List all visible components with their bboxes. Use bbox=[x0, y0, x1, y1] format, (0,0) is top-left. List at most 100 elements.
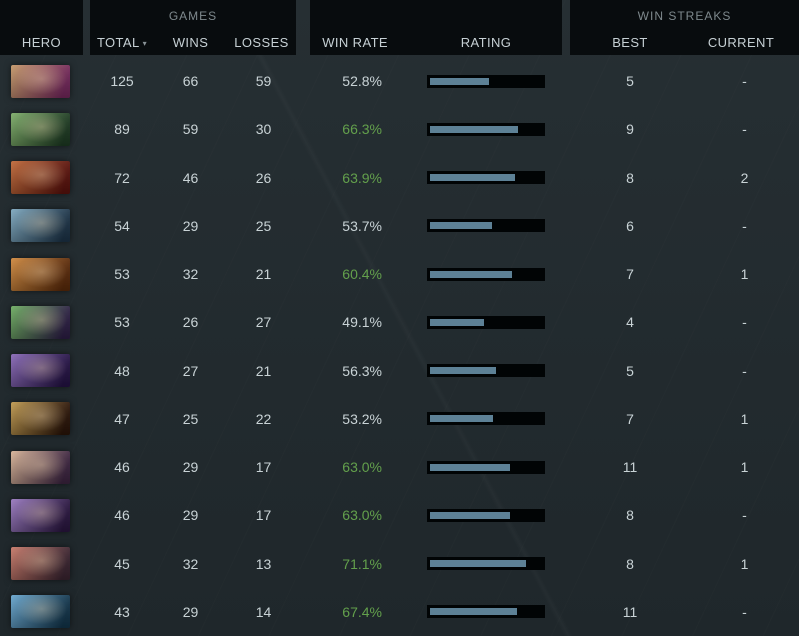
hero-cell[interactable] bbox=[0, 547, 90, 581]
wins-value: 32 bbox=[182, 266, 199, 283]
rating-cell bbox=[390, 460, 562, 474]
hero-cell[interactable] bbox=[0, 450, 90, 484]
wins-value: 25 bbox=[182, 410, 199, 427]
best-streak-value: 11 bbox=[622, 603, 638, 620]
table-row[interactable]: 43 29 14 67.4% 11 - bbox=[0, 588, 799, 636]
hero-portrait[interactable] bbox=[11, 209, 70, 243]
rating-bar bbox=[427, 219, 545, 233]
total-value: 46 bbox=[114, 459, 130, 476]
win-rate-value: 63.9% bbox=[342, 169, 382, 186]
hero-cell[interactable] bbox=[0, 64, 90, 98]
table-row[interactable]: 53 26 27 49.1% 4 - bbox=[0, 298, 799, 346]
table-row[interactable]: 89 59 30 66.3% 9 - bbox=[0, 105, 799, 153]
hero-portrait[interactable] bbox=[11, 161, 70, 195]
best-streak-value: 5 bbox=[626, 73, 634, 90]
best-streak-value: 7 bbox=[626, 266, 634, 283]
hero-portrait[interactable] bbox=[11, 305, 70, 339]
best-streak-value: 8 bbox=[626, 555, 634, 572]
table-row[interactable]: 72 46 26 63.9% 8 2 bbox=[0, 154, 799, 202]
hero-portrait[interactable] bbox=[11, 257, 70, 291]
rating-bar-fill bbox=[430, 608, 518, 616]
total-value: 48 bbox=[114, 362, 130, 379]
rating-bar bbox=[427, 267, 545, 281]
losses-value: 25 bbox=[255, 217, 272, 234]
hero-portrait[interactable] bbox=[11, 595, 70, 629]
column-header-wins[interactable]: WINS bbox=[172, 35, 209, 50]
hero-cell[interactable] bbox=[0, 161, 90, 195]
hero-portrait[interactable] bbox=[11, 402, 70, 436]
hero-portrait[interactable] bbox=[11, 547, 70, 581]
current-streak-value: - bbox=[742, 121, 747, 138]
current-streak-value: - bbox=[742, 603, 747, 620]
best-streak-value: 7 bbox=[626, 410, 634, 427]
win-rate-value: 60.4% bbox=[342, 266, 382, 283]
total-value: 53 bbox=[114, 314, 130, 331]
current-streak-value: 1 bbox=[740, 266, 749, 283]
rating-bar-fill bbox=[430, 77, 490, 85]
winrate-header-block: WIN RATE RATING bbox=[310, 0, 562, 55]
hero-cell[interactable] bbox=[0, 257, 90, 291]
losses-value: 17 bbox=[255, 507, 272, 524]
current-streak-value: 1 bbox=[740, 410, 749, 427]
total-value: 89 bbox=[114, 121, 130, 138]
current-streak-value: - bbox=[742, 217, 747, 234]
hero-portrait[interactable] bbox=[11, 450, 70, 484]
losses-value: 17 bbox=[255, 459, 272, 476]
hero-cell[interactable] bbox=[0, 595, 90, 629]
losses-value: 30 bbox=[255, 121, 272, 138]
total-label: TOTAL bbox=[96, 35, 140, 50]
best-streak-value: 8 bbox=[626, 507, 634, 524]
total-value: 72 bbox=[114, 169, 130, 186]
rating-cell bbox=[390, 74, 562, 88]
table-row[interactable]: 46 29 17 63.0% 8 - bbox=[0, 491, 799, 539]
column-header-current[interactable]: CURRENT bbox=[707, 35, 775, 50]
table-row[interactable]: 125 66 59 52.8% 5 - bbox=[0, 57, 799, 105]
column-header-rating[interactable]: RATING bbox=[460, 35, 512, 50]
win-rate-value: 63.0% bbox=[342, 507, 382, 524]
current-streak-value: - bbox=[742, 507, 747, 524]
hero-portrait[interactable] bbox=[11, 498, 70, 532]
rating-bar-fill bbox=[430, 270, 512, 278]
hero-cell[interactable] bbox=[0, 112, 90, 146]
column-header-win-rate[interactable]: WIN RATE bbox=[322, 35, 388, 50]
rating-cell bbox=[390, 267, 562, 281]
rating-bar bbox=[427, 557, 545, 571]
hero-portrait[interactable] bbox=[11, 64, 70, 98]
column-header-hero[interactable]: HERO bbox=[21, 35, 62, 50]
table-row[interactable]: 48 27 21 56.3% 5 - bbox=[0, 347, 799, 395]
rating-bar-fill bbox=[430, 463, 510, 471]
column-header-losses[interactable]: LOSSES bbox=[234, 35, 289, 50]
win-rate-value: 63.0% bbox=[342, 459, 382, 476]
hero-header-block: HERO bbox=[0, 0, 83, 55]
total-value: 46 bbox=[114, 507, 130, 524]
table-row[interactable]: 47 25 22 53.2% 7 1 bbox=[0, 395, 799, 443]
best-streak-value: 4 bbox=[626, 314, 634, 331]
hero-cell[interactable] bbox=[0, 209, 90, 243]
hero-cell[interactable] bbox=[0, 305, 90, 339]
hero-cell[interactable] bbox=[0, 402, 90, 436]
games-header-block: GAMES TOTAL ▾ WINS LOSSES bbox=[90, 0, 296, 55]
wins-value: 27 bbox=[182, 362, 199, 379]
rating-bar bbox=[427, 508, 545, 522]
table-row[interactable]: 54 29 25 53.7% 6 - bbox=[0, 202, 799, 250]
column-header-total[interactable]: TOTAL ▾ bbox=[90, 35, 154, 50]
column-header-best[interactable]: BEST bbox=[612, 35, 648, 50]
win-rate-value: 71.1% bbox=[342, 555, 382, 572]
hero-cell[interactable] bbox=[0, 354, 90, 388]
games-group-label: GAMES bbox=[168, 9, 218, 23]
rating-bar bbox=[427, 412, 545, 426]
table-row[interactable]: 46 29 17 63.0% 11 1 bbox=[0, 443, 799, 491]
current-streak-value: 1 bbox=[740, 555, 749, 572]
rating-bar-fill bbox=[430, 318, 484, 326]
wins-value: 29 bbox=[182, 459, 199, 476]
hero-portrait[interactable] bbox=[11, 354, 70, 388]
table-row[interactable]: 53 32 21 60.4% 7 1 bbox=[0, 250, 799, 298]
rating-bar-fill bbox=[430, 174, 516, 182]
table-row[interactable]: 45 32 13 71.1% 8 1 bbox=[0, 540, 799, 588]
win-rate-value: 67.4% bbox=[342, 603, 382, 620]
total-value: 45 bbox=[114, 555, 130, 572]
hero-cell[interactable] bbox=[0, 498, 90, 532]
hero-portrait[interactable] bbox=[11, 112, 70, 146]
best-streak-value: 9 bbox=[626, 121, 634, 138]
